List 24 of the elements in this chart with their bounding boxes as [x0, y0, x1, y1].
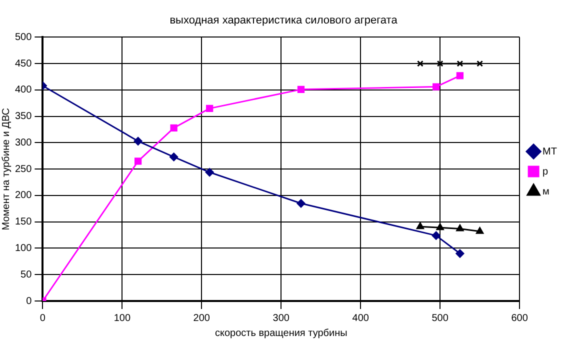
- y-axis-title: Момент на турбине и ДВС: [0, 108, 12, 230]
- x-tick-label: 400: [352, 312, 370, 324]
- x-axis-title: скорость вращения турбины: [214, 328, 348, 339]
- y-tick-label: 100: [14, 242, 32, 254]
- x-tick-label: 0: [40, 312, 46, 324]
- legend-label: р: [542, 166, 549, 178]
- legend-label: м: [542, 186, 550, 198]
- x-tick-label: 300: [272, 312, 290, 324]
- x-tick-label: 600: [511, 312, 528, 324]
- chart-title: выходная характеристика силового агрегата: [170, 14, 398, 27]
- y-tick-label: 300: [14, 137, 32, 148]
- y-tick-label: 250: [14, 164, 32, 175]
- legend-label: МТ: [542, 146, 558, 158]
- y-tick-label: 500: [14, 32, 32, 43]
- x-tick-label: 200: [193, 312, 210, 324]
- y-tick-label: 0: [26, 296, 32, 307]
- y-tick-label: 50: [20, 269, 32, 280]
- y-tick-label: 350: [14, 111, 32, 122]
- y-tick-label: 150: [14, 216, 32, 228]
- x-tick-label: 100: [114, 312, 131, 324]
- x-tick-label: 500: [432, 312, 449, 324]
- y-tick-label: 200: [14, 190, 32, 202]
- y-tick-label: 400: [14, 84, 32, 96]
- y-tick-label: 450: [14, 58, 32, 70]
